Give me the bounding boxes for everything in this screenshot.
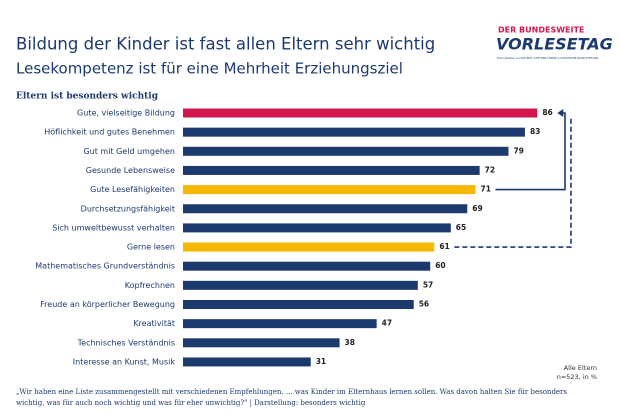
footnote: „Wir haben eine Liste zusammengestellt m… [16, 388, 567, 396]
category-label: Gut mit Geld umgehen [83, 147, 175, 156]
category-label: Mathematisches Grundverständnis [35, 262, 175, 271]
bar [183, 146, 509, 156]
value-label: 47 [382, 319, 392, 328]
chart-subtitle: Lesekompetenz ist für eine Mehrheit Erzi… [16, 60, 403, 78]
bar [183, 127, 525, 137]
bar [183, 185, 476, 195]
value-label: 38 [345, 338, 355, 347]
bar [183, 108, 538, 118]
category-label: Kreativität [133, 319, 175, 328]
value-label: 31 [316, 357, 326, 366]
value-label: 65 [456, 223, 466, 232]
logo: DER BUNDESWEITE VORLESETAG Eine Initiati… [496, 26, 613, 61]
bar [183, 280, 418, 290]
category-label: Gute, vielseitige Bildung [77, 109, 175, 118]
bar [183, 319, 377, 329]
footnote: wichtig, was für auch noch wichtig und w… [16, 399, 366, 407]
value-label: 60 [435, 261, 445, 270]
logo-top: DER BUNDESWEITE [498, 26, 584, 35]
value-label: 83 [530, 127, 540, 136]
chart-title: Bildung der Kinder ist fast allen Eltern… [16, 35, 435, 54]
arrow-head [557, 109, 564, 117]
category-label: Kopfrechnen [125, 281, 175, 290]
sample-note: n=523, in % [557, 373, 597, 381]
bar [183, 165, 480, 175]
bar [183, 261, 431, 271]
connector [454, 117, 572, 248]
section-label: Eltern ist besonders wichtig [16, 92, 159, 102]
value-label: 86 [542, 108, 552, 117]
category-label: Durchsetzungsfähigkeit [81, 204, 175, 213]
category-label: Sich umweltbewusst verhalten [52, 223, 175, 232]
category-label: Höflichkeit und gutes Benehmen [44, 128, 175, 137]
bar [183, 242, 435, 252]
bar [183, 338, 340, 348]
sample-note: Alle Eltern [564, 364, 597, 372]
bar [183, 300, 414, 309]
value-label: 72 [485, 165, 495, 174]
value-label: 61 [439, 242, 449, 251]
logo-main: VORLESETAG [496, 35, 613, 54]
value-label: 56 [419, 300, 429, 309]
bar [183, 204, 468, 214]
logo-small: Eine Initiative von DIE ZEIT, STIFTUNG L… [497, 56, 599, 60]
category-label: Technisches Verständnis [77, 338, 175, 347]
value-label: 57 [423, 280, 433, 289]
category-label: Interesse an Kunst, Musik [73, 357, 176, 366]
category-label: Freude an körperlicher Bewegung [40, 300, 175, 309]
value-label: 79 [513, 146, 523, 155]
category-label: Gute Lesefähigkeiten [90, 185, 175, 194]
value-label: 69 [472, 204, 482, 213]
category-label: Gerne lesen [127, 243, 175, 252]
category-label: Gesunde Lebensweise [86, 166, 175, 175]
value-label: 71 [481, 185, 491, 194]
bar [183, 357, 311, 367]
bar [183, 223, 451, 233]
